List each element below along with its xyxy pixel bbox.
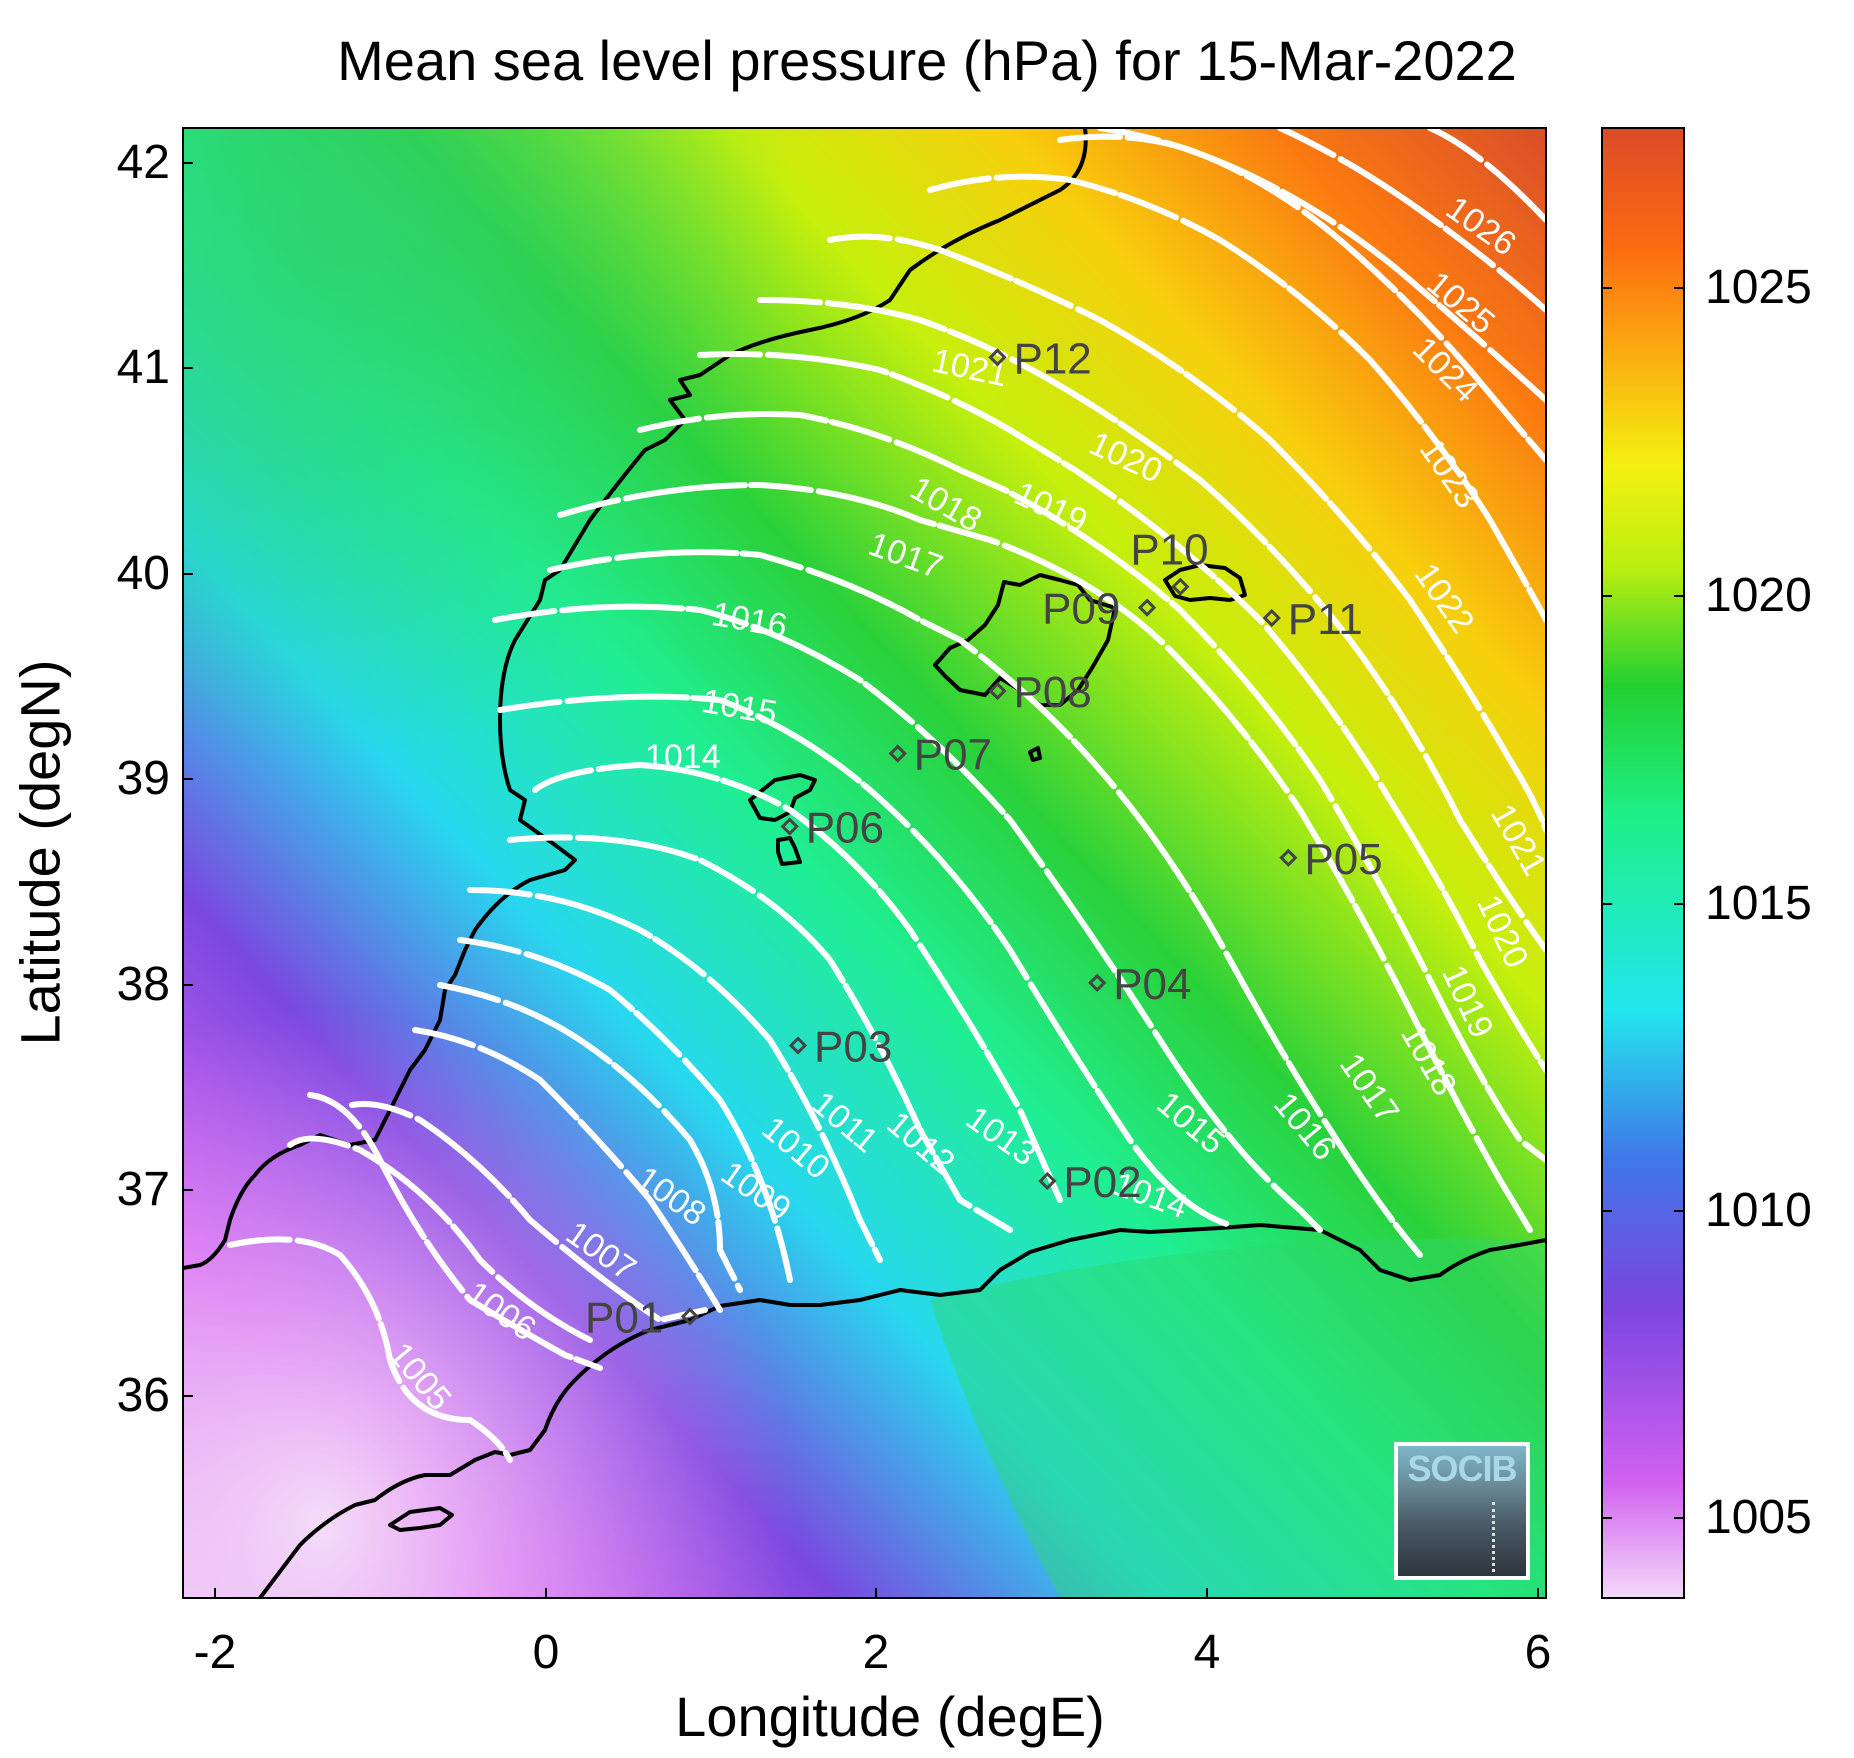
station-marker-p02 — [1038, 1171, 1057, 1191]
x-tick-label: -2 — [193, 1626, 237, 1679]
station-marker-p03 — [788, 1036, 808, 1055]
y-tick-label: 36 — [116, 1369, 170, 1422]
pressure-field — [183, 128, 1546, 1598]
colorbar-tick-label: 1025 — [1705, 261, 1812, 314]
y-tick-label: 42 — [116, 136, 170, 189]
station-marker-p10 — [1171, 577, 1190, 596]
colorbar-tick-label: 1005 — [1705, 1491, 1812, 1544]
x-tick-label: 0 — [532, 1626, 560, 1679]
station-label-p07: P07 — [914, 731, 992, 780]
station-marker-p11 — [1262, 608, 1281, 628]
colorbar-tick-label: 1020 — [1705, 569, 1812, 622]
station-label-p12: P12 — [1013, 334, 1091, 383]
contour-label-1014: 1014 — [645, 738, 721, 776]
station-marker-p09 — [1137, 598, 1157, 617]
colorbar — [1601, 127, 1685, 1599]
x-tick-label: 2 — [862, 1626, 890, 1679]
station-marker-p07 — [888, 744, 907, 763]
y-tick-label: 37 — [116, 1163, 170, 1216]
x-tick-label: 4 — [1193, 1626, 1221, 1679]
station-label-p08: P08 — [1013, 668, 1091, 717]
colorbar-tick-label: 1015 — [1705, 877, 1812, 930]
station-label-p05: P05 — [1304, 835, 1382, 884]
isobars — [227, 128, 1546, 1463]
station-label-p06: P06 — [806, 804, 884, 853]
colorbar-tick-label: 1010 — [1705, 1184, 1812, 1237]
station-marker-p06 — [780, 817, 799, 836]
socib-logo: SOCIB — [1394, 1442, 1530, 1580]
colorbar-tick-marks — [1602, 287, 1684, 1519]
chart-title: Mean sea level pressure (hPa) for 15-Mar… — [337, 29, 1517, 92]
station-marker-p05 — [1279, 848, 1298, 867]
axis-tick-marks — [183, 162, 1539, 1598]
station-marker-p12 — [988, 348, 1007, 367]
logo-decoration — [1492, 1502, 1495, 1572]
station-marker-p04 — [1088, 973, 1107, 993]
y-tick-label: 38 — [116, 958, 170, 1011]
y-tick-label: 39 — [116, 752, 170, 805]
station-label-p04: P04 — [1113, 960, 1191, 1009]
station-label-p09: P09 — [1042, 585, 1120, 634]
y-axis-label: Latitude (degN) — [8, 659, 72, 1046]
logo-text: SOCIB — [1407, 1448, 1517, 1489]
station-marker-p08 — [988, 681, 1007, 701]
station-label-p02: P02 — [1063, 1158, 1141, 1207]
x-axis-label: Longitude (degE) — [675, 1685, 1105, 1748]
station-label-p10: P10 — [1130, 526, 1208, 575]
y-tick-label: 40 — [116, 547, 170, 600]
station-marker-p01 — [680, 1307, 700, 1326]
station-label-p01: P01 — [585, 1294, 663, 1343]
station-label-p03: P03 — [814, 1022, 892, 1071]
station-label-p11: P11 — [1288, 595, 1363, 644]
x-tick-label: 6 — [1524, 1626, 1552, 1679]
plot-frame — [182, 127, 1547, 1599]
y-tick-label: 41 — [116, 341, 170, 394]
